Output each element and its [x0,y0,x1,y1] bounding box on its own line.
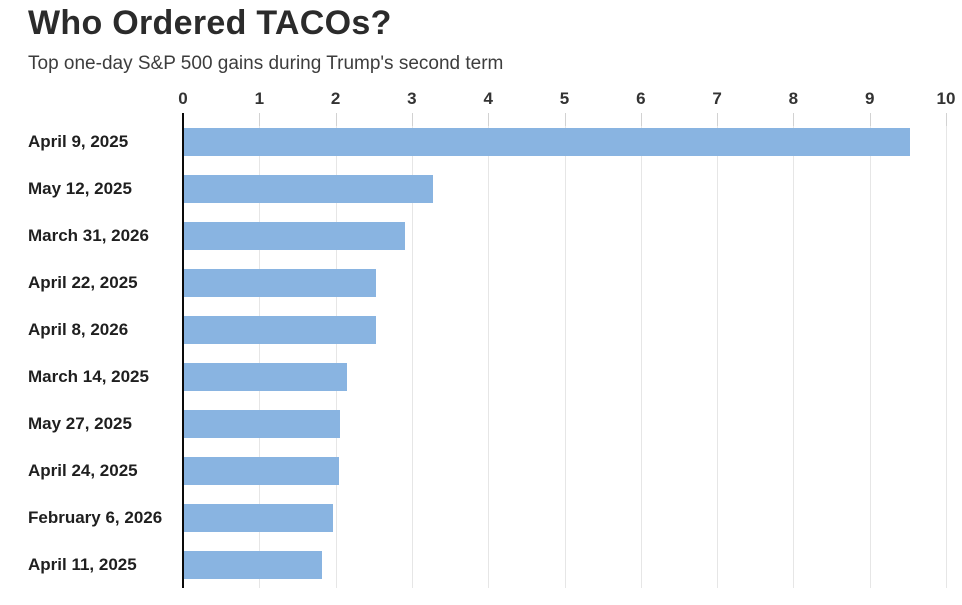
x-axis-tick-label: 4 [483,89,493,108]
x-axis-tick-label: 10 [936,89,956,108]
x-axis-tick-mark [946,113,947,126]
chart-title: Who Ordered TACOs? [28,4,392,42]
x-axis-tick-label: 3 [407,89,417,108]
bar [184,551,322,579]
x-axis-tick-mark [488,113,489,126]
bar [184,222,405,250]
gridline [336,113,337,588]
x-axis-tick-mark [717,113,718,126]
gridline [565,113,566,588]
category-label: May 27, 2025 [28,414,132,433]
x-axis-tick-mark [412,113,413,126]
bar [184,128,910,156]
bar [184,410,340,438]
gridline [870,113,871,588]
x-axis-tick-label: 7 [712,89,722,108]
gridline [488,113,489,588]
category-label: March 14, 2025 [28,367,149,386]
bar [184,316,376,344]
category-label: April 8, 2026 [28,320,129,339]
category-label: February 6, 2026 [28,508,163,527]
x-axis-tick-label: 5 [559,89,570,108]
x-axis-tick-mark [641,113,642,126]
bar [184,504,333,532]
x-axis-tick-mark [870,113,871,126]
gridline [412,113,413,588]
category-label: March 31, 2026 [28,226,149,245]
x-axis-tick-label: 8 [788,89,799,108]
category-label: April 24, 2025 [28,461,138,480]
category-label: April 9, 2025 [28,132,129,151]
category-label: May 12, 2025 [28,179,132,198]
x-axis-tick-label: 2 [330,89,341,108]
y-axis-line [182,113,184,588]
x-axis-tick-label: 6 [636,89,646,108]
category-label: April 11, 2025 [28,555,137,574]
x-axis-tick-mark [259,113,260,126]
x-axis-tick-label: 1 [254,89,265,108]
bar [184,363,347,391]
gridline [793,113,794,588]
gridline [641,113,642,588]
bar [184,175,433,203]
gridline [259,113,260,588]
x-axis-tick-label: 9 [864,89,875,108]
gridline [717,113,718,588]
category-label: April 22, 2025 [28,273,138,292]
x-axis-tick-mark [565,113,566,126]
bar [184,457,339,485]
gridline [946,113,947,588]
x-axis-tick-label: 0 [178,89,188,108]
x-axis-tick-mark [793,113,794,126]
x-axis-tick-mark [336,113,337,126]
chart-subtitle: Top one-day S&P 500 gains during Trump's… [28,53,504,74]
bar [184,269,376,297]
